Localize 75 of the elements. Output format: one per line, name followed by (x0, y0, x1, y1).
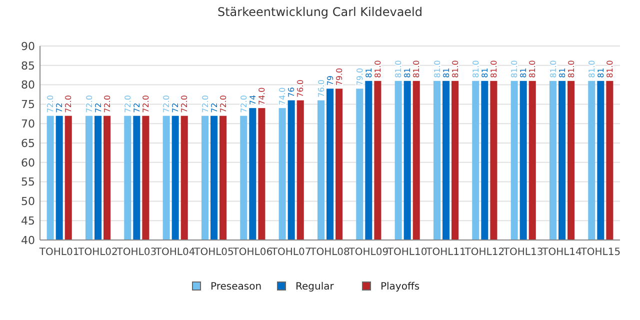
data-label: 81.0 (489, 60, 498, 78)
data-label: 76.0 (296, 80, 306, 98)
data-label: 81 (442, 68, 451, 78)
y-tick-label: 45 (21, 214, 35, 228)
x-tick-label: TOHL05 (193, 247, 234, 258)
x-tick-label: TOHL14 (541, 247, 582, 258)
data-label: 79 (326, 75, 335, 86)
data-label: 72 (55, 102, 64, 113)
data-label: 81.0 (528, 60, 538, 78)
data-label: 81.0 (450, 60, 460, 78)
data-label: 76.0 (316, 80, 326, 98)
data-label: 81 (558, 68, 567, 78)
data-label: 72.0 (200, 95, 210, 113)
y-tick-label: 90 (21, 40, 35, 53)
y-tick-label: 50 (21, 195, 35, 208)
x-tick-label: TOHL13 (502, 247, 544, 258)
x-tick-label: TOHL10 (386, 247, 428, 258)
y-tick-label: 70 (21, 117, 35, 130)
data-label: 74.0 (257, 87, 266, 106)
data-label: 72.0 (180, 95, 190, 113)
x-tick-label: TOHL11 (425, 247, 466, 258)
data-label: 72.0 (46, 95, 56, 113)
y-tick-label: 60 (21, 156, 35, 170)
data-label: 72.0 (141, 95, 150, 113)
x-tick-label: TOHL01 (38, 247, 80, 258)
data-label: 79.0 (334, 68, 344, 86)
data-label: 72.0 (239, 95, 248, 113)
data-label: 81 (364, 68, 374, 78)
y-tick-label: 85 (21, 59, 35, 72)
data-label: 81 (403, 68, 412, 78)
data-label: 79.0 (355, 68, 364, 86)
data-label: 81.0 (471, 60, 480, 78)
y-tick-label: 80 (21, 78, 35, 92)
data-label: 72.0 (218, 95, 228, 113)
y-tick-label: 40 (21, 234, 35, 247)
data-label: 74.0 (278, 87, 288, 106)
x-tick-label: TOHL03 (116, 247, 157, 258)
y-tick-label: 65 (21, 136, 35, 150)
chart-title: Stärkeentwicklung Carl Kildevaeld (217, 5, 423, 19)
data-label: 81.0 (510, 60, 520, 78)
data-label: 81.0 (587, 60, 596, 78)
x-tick-label: TOHL08 (309, 247, 350, 258)
legend-label: Preseason (210, 282, 262, 292)
data-label: 72.0 (64, 95, 74, 113)
data-label: 81.0 (394, 60, 404, 78)
legend-label: Regular (296, 282, 335, 292)
data-label: 81.0 (432, 60, 442, 78)
x-tick-label: TOHL04 (154, 247, 196, 258)
data-label: 81 (519, 68, 528, 78)
data-label: 81.0 (566, 60, 576, 78)
data-label: 81.0 (412, 60, 422, 78)
data-label: 81 (480, 68, 490, 78)
data-label: 72.0 (162, 95, 172, 113)
x-tick-label: TOHL15 (580, 247, 621, 258)
data-label: 81.0 (373, 60, 382, 78)
data-label: 81.0 (548, 60, 558, 78)
data-label: 72 (132, 102, 142, 113)
data-label: 72.0 (84, 95, 94, 113)
legend-label: Playoffs (380, 282, 420, 292)
x-tick-label: TOHL09 (348, 247, 389, 258)
data-label: 72 (171, 102, 180, 113)
x-tick-label: TOHL06 (232, 247, 273, 258)
x-tick-label: TOHL12 (464, 247, 505, 258)
y-tick-label: 75 (21, 98, 35, 112)
data-label: 81 (596, 68, 606, 78)
y-tick-label: 55 (21, 176, 35, 189)
data-label: 72 (94, 102, 103, 113)
data-label: 81.0 (605, 60, 614, 78)
data-label: 72.0 (102, 95, 112, 113)
data-label: 72 (210, 102, 219, 113)
x-tick-label: TOHL07 (270, 247, 312, 258)
data-label: 74 (248, 94, 258, 106)
data-label: 72.0 (123, 95, 132, 113)
data-label: 76 (287, 87, 296, 98)
x-tick-label: TOHL02 (77, 247, 118, 258)
